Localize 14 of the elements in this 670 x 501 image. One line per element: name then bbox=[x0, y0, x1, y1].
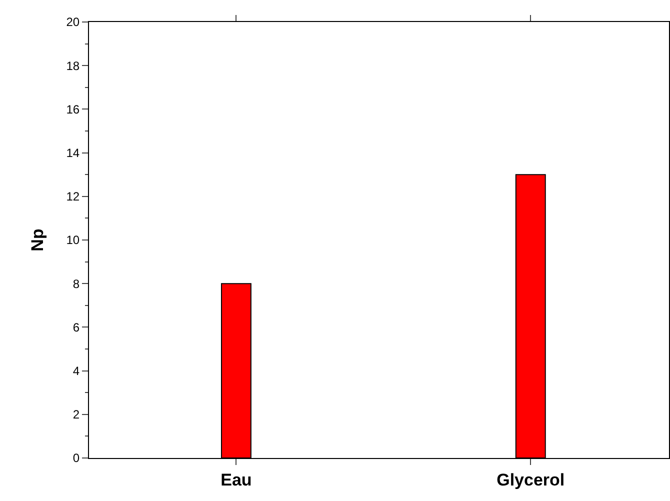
y-tick-label: 20 bbox=[66, 15, 80, 30]
y-tick-label: 18 bbox=[66, 58, 80, 73]
y-tick-label: 12 bbox=[66, 190, 80, 204]
y-axis-title: Np bbox=[28, 228, 47, 252]
y-tick-label: 14 bbox=[66, 146, 80, 160]
y-tick-label: 8 bbox=[72, 276, 80, 291]
x-tick-label: Glycerol bbox=[496, 470, 565, 490]
y-tick-label: 0 bbox=[72, 451, 80, 466]
y-tick-label: 10 bbox=[66, 233, 80, 248]
y-tick-label: 16 bbox=[66, 102, 80, 116]
y-tick-label: 6 bbox=[72, 320, 80, 334]
y-tick-label: 2 bbox=[72, 408, 80, 422]
y-tick-label: 4 bbox=[72, 364, 80, 378]
x-tick-label: Eau bbox=[220, 470, 252, 490]
